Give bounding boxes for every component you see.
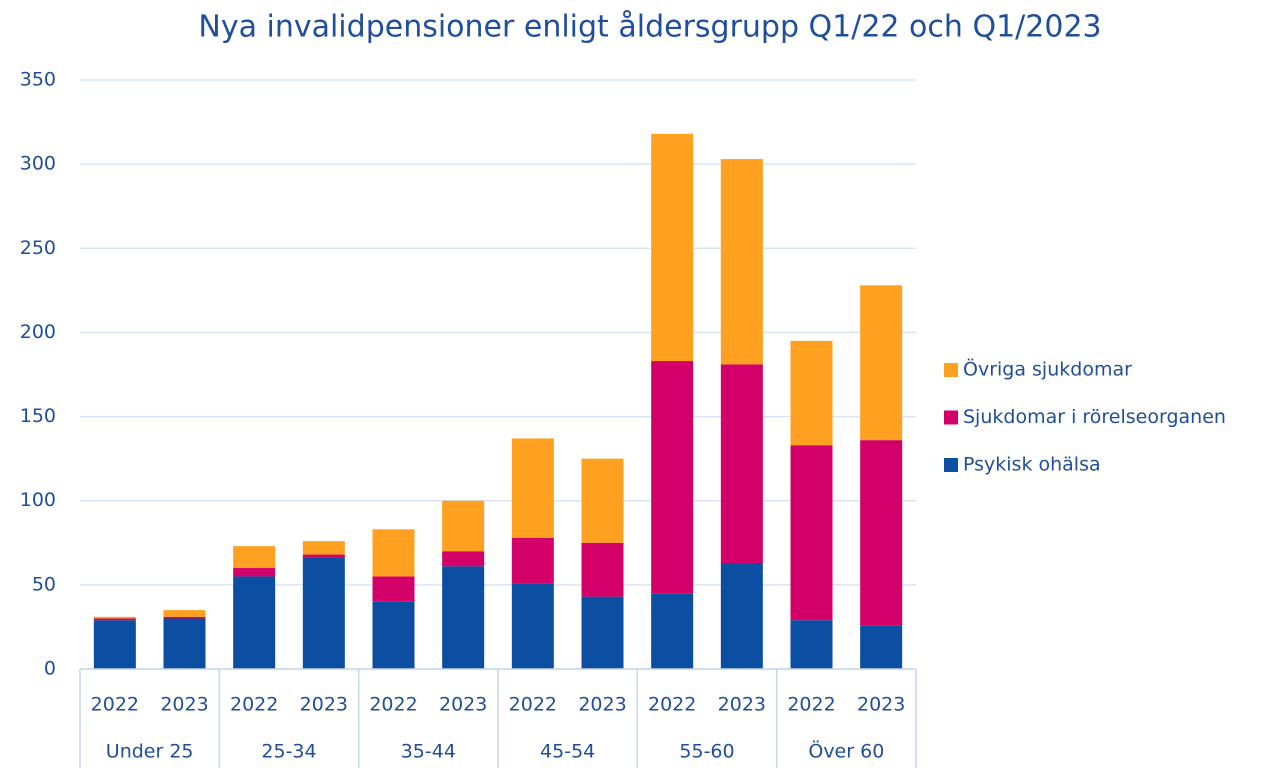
bar-segment — [233, 576, 276, 669]
group-label: Över 60 — [808, 740, 884, 763]
x-tick-label: 2022 — [648, 694, 696, 716]
bar-segment — [720, 562, 763, 669]
bar-segment — [233, 546, 276, 569]
legend-label: Övriga sjukdomar — [963, 358, 1132, 381]
bar-segment — [651, 361, 694, 594]
x-tick-label: 2023 — [300, 694, 348, 716]
bar-segment — [163, 616, 206, 619]
bar-segment — [233, 568, 276, 577]
bar-segment — [581, 542, 624, 597]
bar-segment — [581, 596, 624, 669]
bar-segment — [372, 601, 415, 669]
y-tick-label: 150 — [20, 405, 56, 427]
group-label: 45-54 — [540, 741, 595, 763]
bar-segment — [93, 618, 136, 621]
y-tick-label: 250 — [20, 237, 56, 259]
y-tick-label: 50 — [32, 573, 56, 595]
bar-segment — [651, 133, 694, 362]
bar-segment — [93, 616, 136, 619]
x-tick-label: 2022 — [91, 694, 139, 716]
legend-swatch — [944, 458, 958, 472]
y-tick-label: 200 — [20, 321, 56, 343]
x-tick-label: 2022 — [369, 694, 417, 716]
bar-segment — [93, 620, 136, 669]
bar-segment — [372, 576, 415, 602]
bar-segment — [860, 625, 903, 669]
bar-segment — [790, 445, 833, 621]
bar-segment — [511, 537, 554, 584]
bar-segment — [372, 529, 415, 577]
legend-label: Sjukdomar i rörelseorganen — [963, 406, 1226, 428]
bar-segment — [163, 618, 206, 669]
legend-swatch — [944, 363, 958, 377]
y-tick-label: 300 — [20, 153, 56, 175]
x-tick-label: 2023 — [718, 694, 766, 716]
x-tick-label: 2023 — [857, 694, 905, 716]
y-tick-label: 350 — [20, 69, 56, 91]
legend-label: Psykisk ohälsa — [963, 454, 1101, 476]
x-tick-label: 2022 — [230, 694, 278, 716]
bar-segment — [442, 566, 485, 669]
group-label: 35-44 — [401, 741, 456, 763]
bar-segment — [302, 557, 345, 669]
bar-segment — [720, 364, 763, 563]
x-tick-label: 2022 — [509, 694, 557, 716]
group-label: Under 25 — [106, 741, 194, 763]
group-label: 55-60 — [679, 741, 734, 763]
bar-segment — [720, 159, 763, 365]
x-tick-label: 2023 — [578, 694, 626, 716]
bar-segment — [581, 458, 624, 543]
bar-segment — [790, 620, 833, 669]
legend-swatch — [944, 410, 958, 425]
y-tick-label: 0 — [44, 658, 56, 680]
bar-segment — [511, 583, 554, 669]
bar-segment — [163, 610, 206, 617]
bar-segment — [302, 554, 345, 558]
bar-segment — [511, 438, 554, 538]
group-label: 25-34 — [261, 741, 316, 763]
chart-title: Nya invalidpensioner enligt åldersgrupp … — [198, 10, 1101, 45]
bar-segment — [860, 440, 903, 626]
bar-segment — [302, 541, 345, 555]
y-tick-label: 100 — [20, 489, 56, 511]
x-tick-label: 2023 — [439, 694, 487, 716]
bar-segment — [442, 551, 485, 567]
x-tick-label: 2022 — [787, 694, 835, 716]
x-tick-label: 2023 — [160, 694, 208, 716]
bar-segment — [651, 593, 694, 669]
bar-segment — [790, 340, 833, 446]
bar-segment — [860, 285, 903, 441]
bar-segment — [442, 500, 485, 552]
